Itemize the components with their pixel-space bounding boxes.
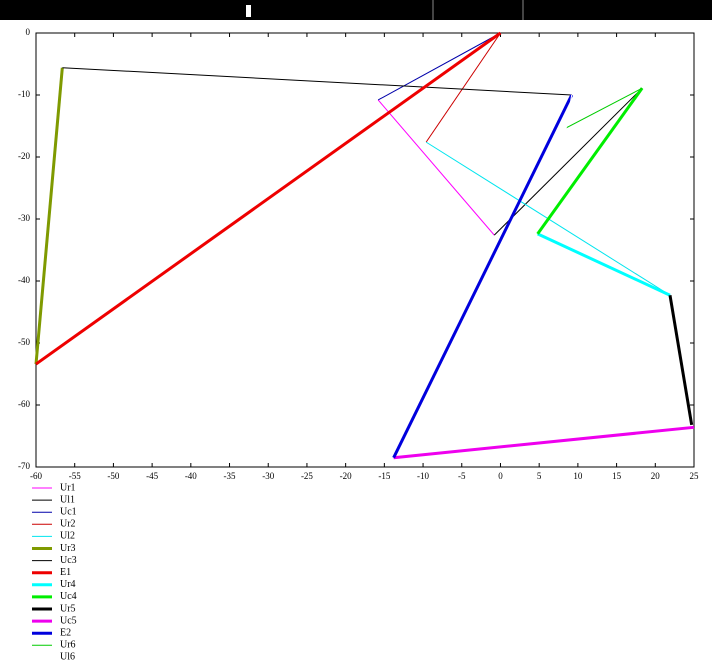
x-tick-label: -10 <box>417 471 429 481</box>
series-line <box>668 295 694 426</box>
x-tick-label: -40 <box>185 471 197 481</box>
x-tick-label: -60 <box>30 471 42 481</box>
series-line <box>566 87 643 129</box>
series-line <box>393 425 695 460</box>
y-tick-label: -20 <box>18 151 30 161</box>
legend-label: Ur4 <box>60 579 76 590</box>
series-line <box>392 94 574 459</box>
top-bar <box>0 0 712 20</box>
x-tick-label: 15 <box>612 471 622 481</box>
legend-label: Uc1 <box>60 506 77 517</box>
series-line <box>377 99 495 236</box>
series-line <box>565 94 573 128</box>
x-tick-label: 10 <box>573 471 583 481</box>
plot-frame <box>35 32 695 468</box>
legend-label: E2 <box>60 627 71 638</box>
legend-label: Uc4 <box>60 591 77 602</box>
x-tick-label: 20 <box>651 471 661 481</box>
x-tick-label: 25 <box>690 471 700 481</box>
y-tick-label: -70 <box>18 461 30 471</box>
y-tick-label: -10 <box>18 89 30 99</box>
legend-label: Ul1 <box>60 494 75 505</box>
legend-label: Ur2 <box>60 519 76 530</box>
legend-label: E1 <box>60 567 71 578</box>
series-line <box>377 32 501 101</box>
y-tick-label: -30 <box>18 213 30 223</box>
series-line <box>425 32 501 143</box>
series-line <box>536 87 644 235</box>
y-tick-label: -60 <box>18 399 30 409</box>
y-tick-label: -40 <box>18 275 30 285</box>
legend-label: Uc3 <box>60 555 77 566</box>
x-tick-label: -55 <box>69 471 81 481</box>
series-line <box>35 31 502 366</box>
legend-label: Ul2 <box>60 531 75 542</box>
series-line <box>34 67 64 365</box>
x-tick-label: -5 <box>458 471 466 481</box>
x-tick-label: -25 <box>301 471 313 481</box>
series-line <box>493 87 643 236</box>
x-tick-label: -20 <box>340 471 352 481</box>
legend-label: Ur1 <box>60 482 76 493</box>
x-tick-label: -45 <box>146 471 158 481</box>
x-tick-label: -50 <box>107 471 119 481</box>
x-tick-label: -35 <box>224 471 236 481</box>
legend-label: Ur6 <box>60 640 76 651</box>
x-tick-label: -30 <box>262 471 274 481</box>
x-tick-label: 0 <box>498 471 503 481</box>
y-tick-label: 0 <box>26 27 31 37</box>
x-tick-label: -15 <box>378 471 390 481</box>
top-bar-marker <box>246 5 251 17</box>
series-line <box>62 67 572 96</box>
series-line <box>536 232 671 297</box>
x-tick-label: 5 <box>537 471 542 481</box>
legend-label: Ul6 <box>60 652 75 662</box>
y-tick-label: -50 <box>18 337 30 347</box>
legend-label: Uc5 <box>60 615 77 626</box>
legend-label: Ur5 <box>60 603 76 614</box>
legend-label: Ur3 <box>60 543 76 554</box>
